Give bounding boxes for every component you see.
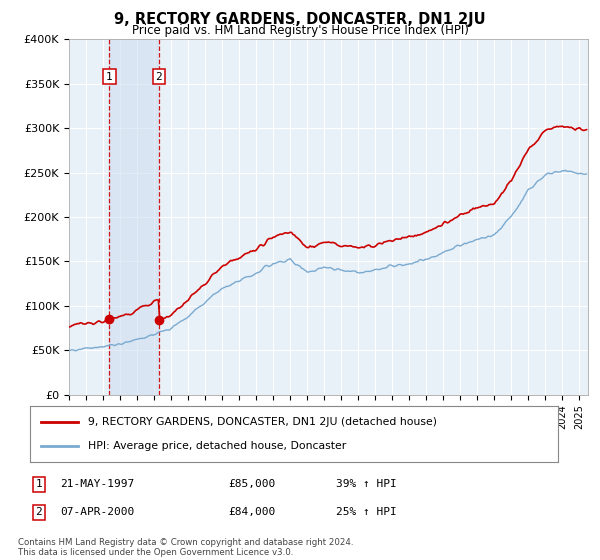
Text: Price paid vs. HM Land Registry's House Price Index (HPI): Price paid vs. HM Land Registry's House … [131,24,469,36]
Text: 07-APR-2000: 07-APR-2000 [60,507,134,517]
Text: 1: 1 [106,72,113,82]
Text: 21-MAY-1997: 21-MAY-1997 [60,479,134,489]
Text: HPI: Average price, detached house, Doncaster: HPI: Average price, detached house, Donc… [88,441,346,451]
Text: 39% ↑ HPI: 39% ↑ HPI [336,479,397,489]
Text: Contains HM Land Registry data © Crown copyright and database right 2024.
This d: Contains HM Land Registry data © Crown c… [18,538,353,557]
Text: 9, RECTORY GARDENS, DONCASTER, DN1 2JU: 9, RECTORY GARDENS, DONCASTER, DN1 2JU [114,12,486,27]
Bar [109,39,158,395]
Text: 9, RECTORY GARDENS, DONCASTER, DN1 2JU (detached house): 9, RECTORY GARDENS, DONCASTER, DN1 2JU (… [88,417,437,427]
Text: 1: 1 [35,479,43,489]
Text: 25% ↑ HPI: 25% ↑ HPI [336,507,397,517]
Text: £85,000: £85,000 [228,479,275,489]
Text: 2: 2 [155,72,162,82]
Text: £84,000: £84,000 [228,507,275,517]
Text: 2: 2 [35,507,43,517]
